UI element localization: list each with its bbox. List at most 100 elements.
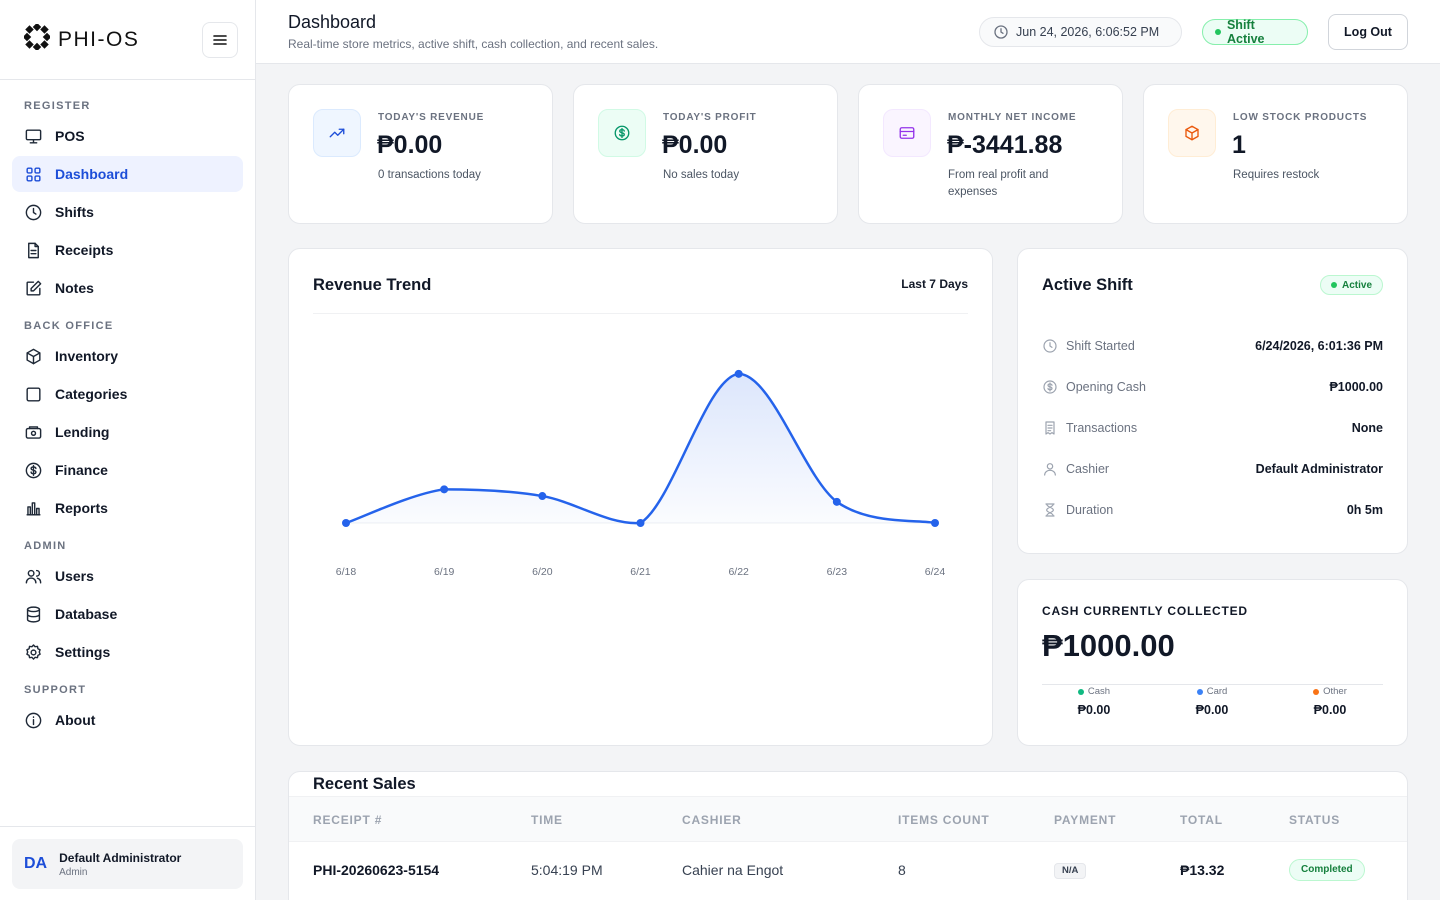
sidebar-item-about[interactable]: About <box>12 702 243 738</box>
column-header[interactable]: TOTAL <box>1180 813 1223 827</box>
data-point[interactable] <box>538 492 547 501</box>
sidebar-item-label: Finance <box>55 462 108 478</box>
column-header[interactable]: RECEIPT # <box>313 813 383 827</box>
shift-row-value: 0h 5m <box>1346 503 1383 517</box>
x-tick-label: 6/23 <box>827 566 848 578</box>
stat-label: TODAY'S PROFIT <box>663 112 757 123</box>
user-role: Admin <box>59 866 88 878</box>
shift-row-value: Default Administrator <box>1255 462 1383 476</box>
column-header[interactable]: PAYMENT <box>1054 813 1117 827</box>
shift-row-label: Shift Started <box>1066 339 1135 353</box>
sidebar-item-settings[interactable]: Settings <box>12 634 243 670</box>
package-icon <box>1183 124 1201 142</box>
column-header[interactable]: TIME <box>531 813 563 827</box>
stat-value: ₱0.00 <box>662 131 728 159</box>
sidebar-item-notes[interactable]: Notes <box>12 270 243 306</box>
sidebar-item-reports[interactable]: Reports <box>12 490 243 526</box>
brand-bar: PHI-OS <box>0 0 255 80</box>
payment-method-label: Card <box>1206 686 1228 697</box>
user-icon <box>1042 461 1058 477</box>
edit-icon <box>24 279 43 298</box>
sidebar-item-label: Reports <box>55 500 108 516</box>
cell-time: 5:04:19 PM <box>531 862 603 878</box>
brand-name: PHI-OS <box>58 27 140 51</box>
stat-value: ₱-3441.88 <box>947 131 1063 159</box>
stat-subtext: From real profit and expenses <box>948 169 1049 198</box>
sidebar-item-label: POS <box>55 128 85 144</box>
status-dot <box>1330 282 1337 288</box>
revenue-trend-card: Revenue Trend Last 7 Days 6/18 6/19 6/20 6/… <box>288 248 993 746</box>
square-icon <box>24 385 43 404</box>
nav-section-title: BACK OFFICE <box>24 320 114 332</box>
logout-button[interactable]: Log Out <box>1328 14 1408 50</box>
sidebar-item-label: About <box>55 712 96 728</box>
cash-divider <box>1042 684 1383 685</box>
shift-row-value: None <box>1351 421 1383 435</box>
shift-status-badge: Shift Active <box>1202 18 1308 46</box>
data-point[interactable] <box>636 519 645 527</box>
range-selector[interactable]: Last 7 Days <box>901 277 968 291</box>
stat-icon-box <box>1168 109 1216 157</box>
data-point[interactable] <box>440 485 449 494</box>
dollar-circle-icon <box>24 461 43 480</box>
stat-card-today-s-profit: TODAY'S PROFIT ₱0.00 No sales today <box>573 84 838 224</box>
nav-section-title: SUPPORT <box>24 684 87 696</box>
stat-icon-box <box>883 109 931 157</box>
sidebar-item-label: Database <box>55 606 118 622</box>
hourglass-icon <box>1042 502 1058 518</box>
dollar-circle-icon <box>1042 379 1058 395</box>
payment-method-value: ₱0.00 <box>1313 703 1347 717</box>
sidebar-item-receipts[interactable]: Receipts <box>12 232 243 268</box>
x-tick-label: 6/24 <box>925 566 946 578</box>
sidebar-item-label: Categories <box>55 386 128 402</box>
recent-sales-card: Recent Sales RECEIPT # TIME CASHIER ITEMS C… <box>288 771 1408 900</box>
stat-value: ₱0.00 <box>377 131 443 159</box>
user-card[interactable]: DA Default Administrator Admin <box>12 839 243 889</box>
data-point[interactable] <box>342 519 350 527</box>
current-user: DA Default Administrator Admin <box>0 826 255 900</box>
wallet-icon <box>24 423 43 442</box>
payment-method-value: ₱0.00 <box>1195 703 1229 717</box>
column-header[interactable]: STATUS <box>1289 813 1341 827</box>
sidebar-item-inventory[interactable]: Inventory <box>12 338 243 374</box>
sidebar-item-shifts[interactable]: Shifts <box>12 194 243 230</box>
logo[interactable]: PHI-OS <box>22 22 140 55</box>
status-dot <box>1215 29 1221 35</box>
cell-cashier: Cahier na Engot <box>682 862 784 878</box>
credit-card-icon <box>898 124 916 142</box>
menu-toggle-button[interactable] <box>202 21 238 58</box>
sidebar-item-dashboard[interactable]: Dashboard <box>12 156 243 192</box>
data-point[interactable] <box>734 369 743 378</box>
status-badge: Completed <box>1289 859 1365 881</box>
payment-method-label: Cash <box>1087 686 1111 697</box>
logo-icon <box>22 22 52 55</box>
data-point[interactable] <box>931 519 939 527</box>
column-header[interactable]: CASHIER <box>682 813 742 827</box>
hamburger-icon <box>213 34 227 45</box>
database-icon <box>24 605 43 624</box>
stat-label: LOW STOCK PRODUCTS <box>1233 112 1368 123</box>
column-header[interactable]: ITEMS COUNT <box>898 813 990 827</box>
dollar-circle-icon <box>613 124 631 142</box>
payment-method-value: ₱0.00 <box>1077 703 1111 717</box>
active-badge-text: Active <box>1341 279 1372 291</box>
sidebar-item-pos[interactable]: POS <box>12 118 243 154</box>
sidebar-item-label: Dashboard <box>55 166 129 182</box>
shift-status-text: Shift Active <box>1226 18 1265 46</box>
x-tick-label: 6/21 <box>630 566 651 578</box>
sidebar: PHI-OS REGISTER POS Dashboard Shifts Receipt… <box>0 0 256 900</box>
datetime-text: Jun 24, 2026, 6:06:52 PM <box>1016 25 1160 39</box>
sidebar-item-label: Lending <box>55 424 110 440</box>
page-title: Dashboard <box>288 12 377 32</box>
shift-row-cashier: Cashier Default Administrator <box>1042 459 1383 479</box>
cash-collected-card: CASH CURRENTLY COLLECTED ₱1000.00 Cash ₱… <box>1017 579 1408 746</box>
sidebar-item-finance[interactable]: Finance <box>12 452 243 488</box>
sidebar-item-users[interactable]: Users <box>12 558 243 594</box>
sidebar-item-categories[interactable]: Categories <box>12 376 243 412</box>
data-point[interactable] <box>832 497 841 506</box>
nav-section-title: REGISTER <box>24 100 91 112</box>
sidebar-item-database[interactable]: Database <box>12 596 243 632</box>
clock-icon <box>1042 338 1058 354</box>
sidebar-item-lending[interactable]: Lending <box>12 414 243 450</box>
gear-icon <box>24 643 43 662</box>
